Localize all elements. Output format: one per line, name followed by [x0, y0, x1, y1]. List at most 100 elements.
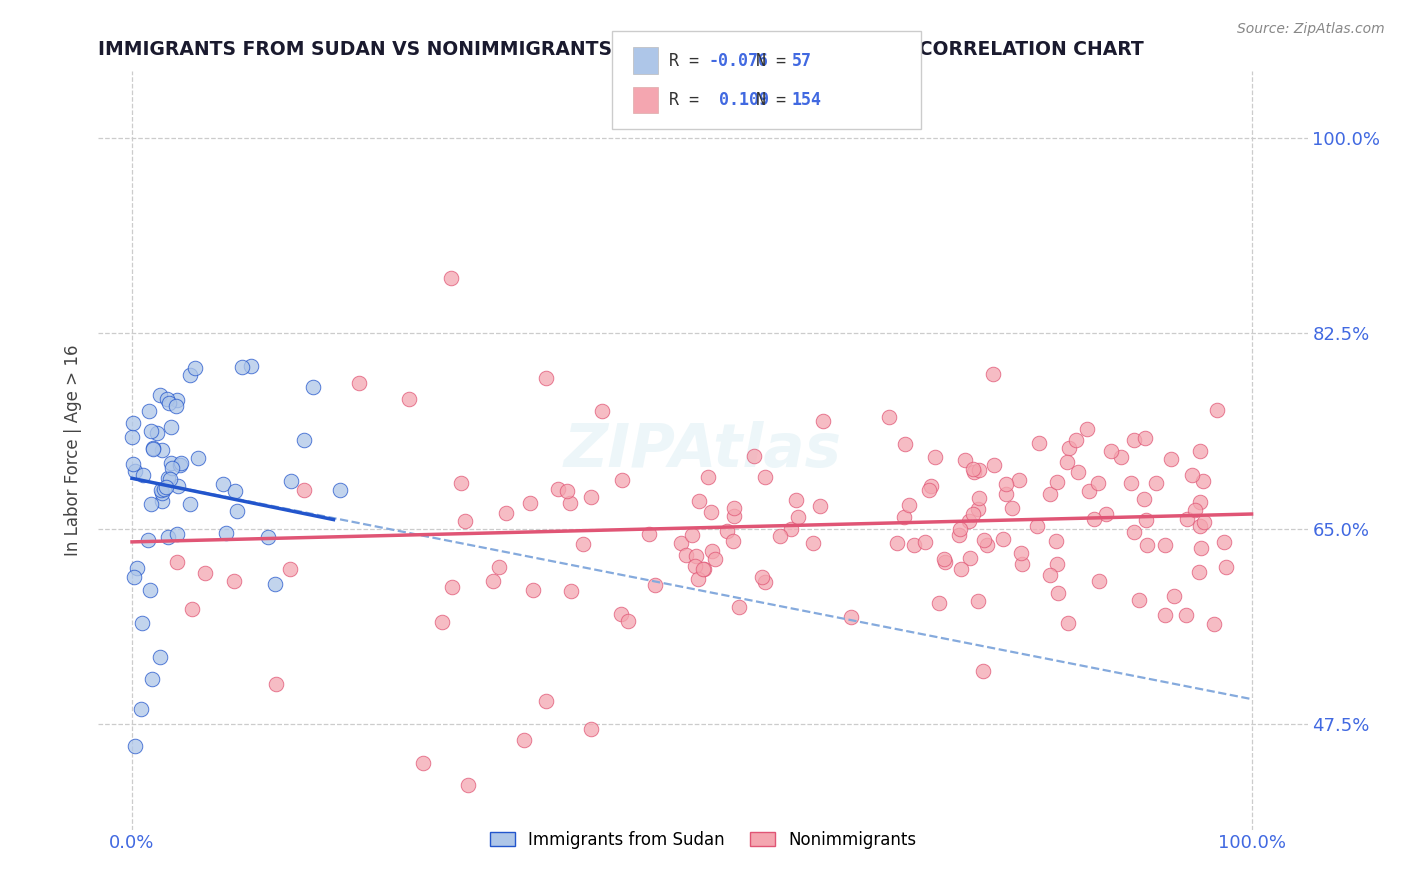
Point — [894, 437, 917, 451]
Point — [454, 514, 477, 528]
Point — [124, 739, 146, 753]
Point — [141, 424, 163, 438]
Point — [995, 476, 1018, 491]
Point — [166, 555, 188, 569]
Point — [681, 528, 703, 542]
Point — [278, 562, 301, 576]
Point — [685, 549, 707, 563]
Point — [1067, 465, 1090, 479]
Point — [1059, 442, 1081, 456]
Point — [160, 460, 183, 475]
Point — [121, 430, 143, 444]
Point — [432, 615, 454, 630]
Point — [949, 562, 972, 576]
Point — [132, 467, 155, 482]
Point — [723, 533, 745, 548]
Point — [157, 395, 180, 409]
Point — [1123, 433, 1146, 447]
Text: 0.109: 0.109 — [709, 91, 769, 109]
Point — [1215, 560, 1237, 574]
Point — [1189, 541, 1212, 555]
Point — [914, 534, 936, 549]
Point — [928, 596, 950, 610]
Point — [519, 496, 541, 510]
Point — [1088, 574, 1111, 589]
Point — [149, 649, 172, 664]
Text: R =: R = — [669, 91, 709, 109]
Y-axis label: In Labor Force | Age > 16: In Labor Force | Age > 16 — [65, 344, 83, 557]
Point — [141, 672, 163, 686]
Point — [121, 416, 143, 430]
Point — [1206, 402, 1229, 417]
Text: -0.076: -0.076 — [709, 52, 769, 70]
Point — [1202, 617, 1225, 632]
Point — [138, 582, 160, 597]
Point — [1175, 607, 1198, 622]
Point — [184, 361, 207, 376]
Point — [166, 393, 188, 408]
Point — [166, 527, 188, 541]
Point — [457, 778, 479, 792]
Point — [786, 510, 808, 524]
Point — [769, 529, 792, 543]
Point — [1087, 476, 1109, 491]
Point — [1191, 474, 1213, 488]
Point — [609, 607, 631, 622]
Point — [440, 270, 463, 285]
Point — [1094, 507, 1116, 521]
Point — [808, 499, 831, 513]
Point — [966, 501, 988, 516]
Point — [949, 522, 972, 536]
Point — [1189, 495, 1212, 509]
Point — [224, 484, 246, 499]
Point — [918, 483, 941, 497]
Text: 154: 154 — [792, 91, 821, 109]
Point — [959, 551, 981, 566]
Point — [1181, 467, 1204, 482]
Text: R =: R = — [669, 52, 709, 70]
Point — [170, 456, 193, 470]
Point — [555, 483, 578, 498]
Point — [214, 526, 236, 541]
Point — [723, 509, 745, 524]
Point — [1099, 443, 1122, 458]
Point — [124, 464, 146, 478]
Point — [225, 504, 247, 518]
Point — [450, 475, 472, 490]
Text: Source: ZipAtlas.com: Source: ZipAtlas.com — [1237, 22, 1385, 37]
Point — [1039, 567, 1062, 582]
Point — [754, 575, 776, 590]
Point — [1160, 451, 1182, 466]
Point — [495, 506, 517, 520]
Point — [212, 477, 235, 491]
Point — [280, 475, 302, 489]
Point — [704, 551, 727, 566]
Point — [1001, 501, 1024, 516]
Point — [688, 572, 710, 586]
Point — [1212, 534, 1234, 549]
Point — [1056, 454, 1078, 468]
Point — [1188, 565, 1211, 579]
Point — [967, 593, 990, 607]
Point — [156, 530, 179, 544]
Point — [1011, 558, 1033, 572]
Point — [976, 538, 998, 552]
Point — [156, 392, 179, 406]
Text: N =: N = — [756, 52, 796, 70]
Point — [159, 456, 181, 470]
Point — [991, 532, 1014, 546]
Point — [1028, 436, 1050, 450]
Point — [744, 450, 766, 464]
Point — [811, 414, 834, 428]
Text: N =: N = — [756, 91, 796, 109]
Point — [754, 469, 776, 483]
Point — [159, 473, 181, 487]
Point — [131, 616, 153, 631]
Point — [591, 404, 613, 418]
Point — [962, 462, 984, 476]
Point — [1121, 476, 1143, 491]
Point — [167, 479, 190, 493]
Point — [612, 473, 634, 487]
Point — [186, 450, 208, 465]
Point — [1154, 538, 1177, 552]
